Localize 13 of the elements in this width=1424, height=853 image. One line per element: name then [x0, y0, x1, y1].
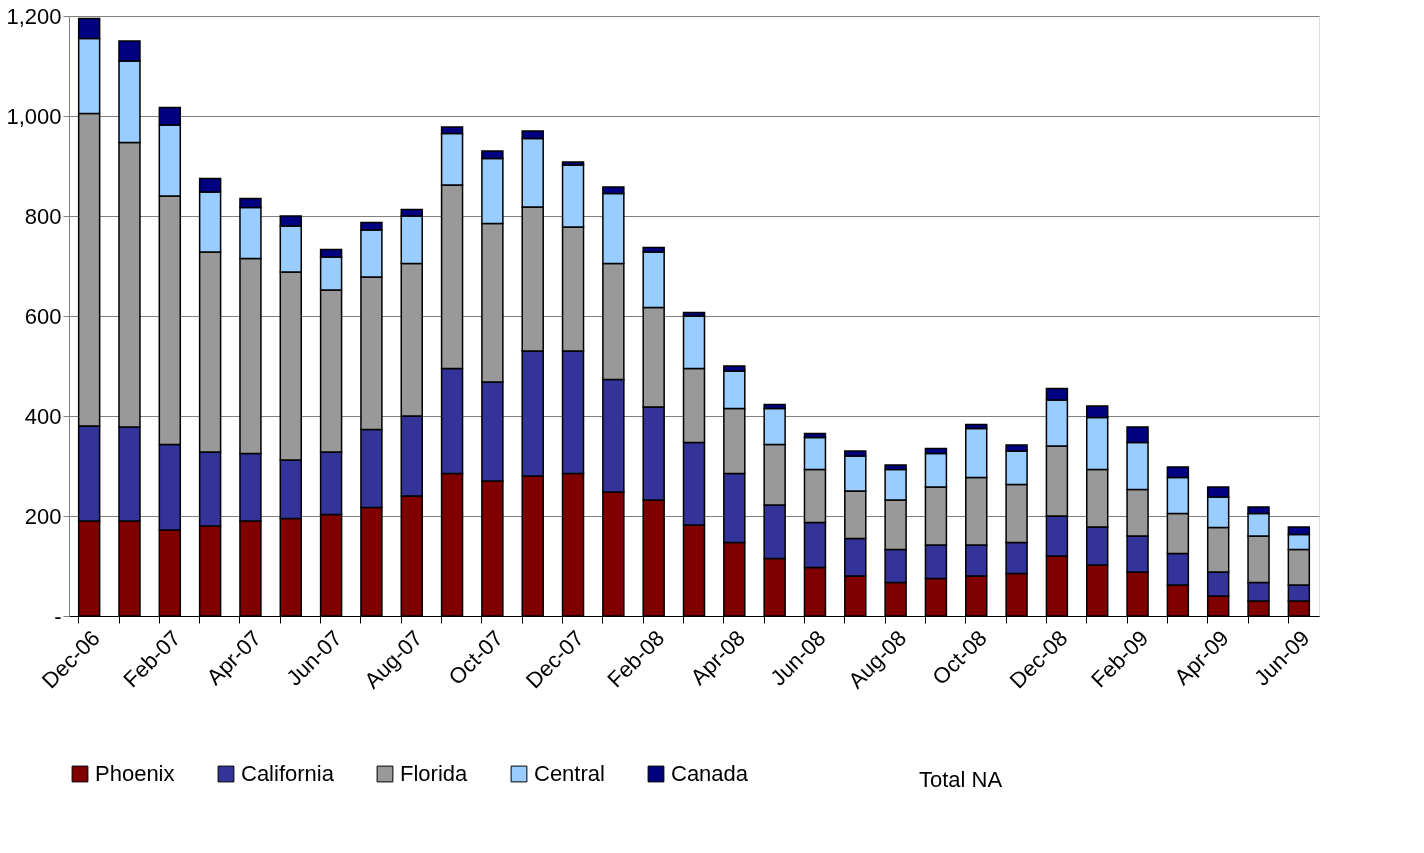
- legend-label: Phoenix: [95, 761, 175, 786]
- y-tick-label: 400: [24, 403, 62, 429]
- y-tick-label: 800: [24, 203, 62, 229]
- y-tick-label: 1,000: [6, 103, 62, 129]
- text: Total NA: [919, 767, 1003, 792]
- y-tick-label: 1,200: [6, 3, 62, 29]
- y-tick-label: 600: [24, 303, 62, 329]
- legend-label: California: [241, 761, 335, 786]
- y-tick-label: 200: [24, 503, 62, 529]
- legend-label: Florida: [400, 761, 469, 786]
- legend-label: Central: [534, 761, 605, 786]
- legend-label: Canada: [671, 761, 749, 786]
- y-tick-label: -: [54, 603, 62, 629]
